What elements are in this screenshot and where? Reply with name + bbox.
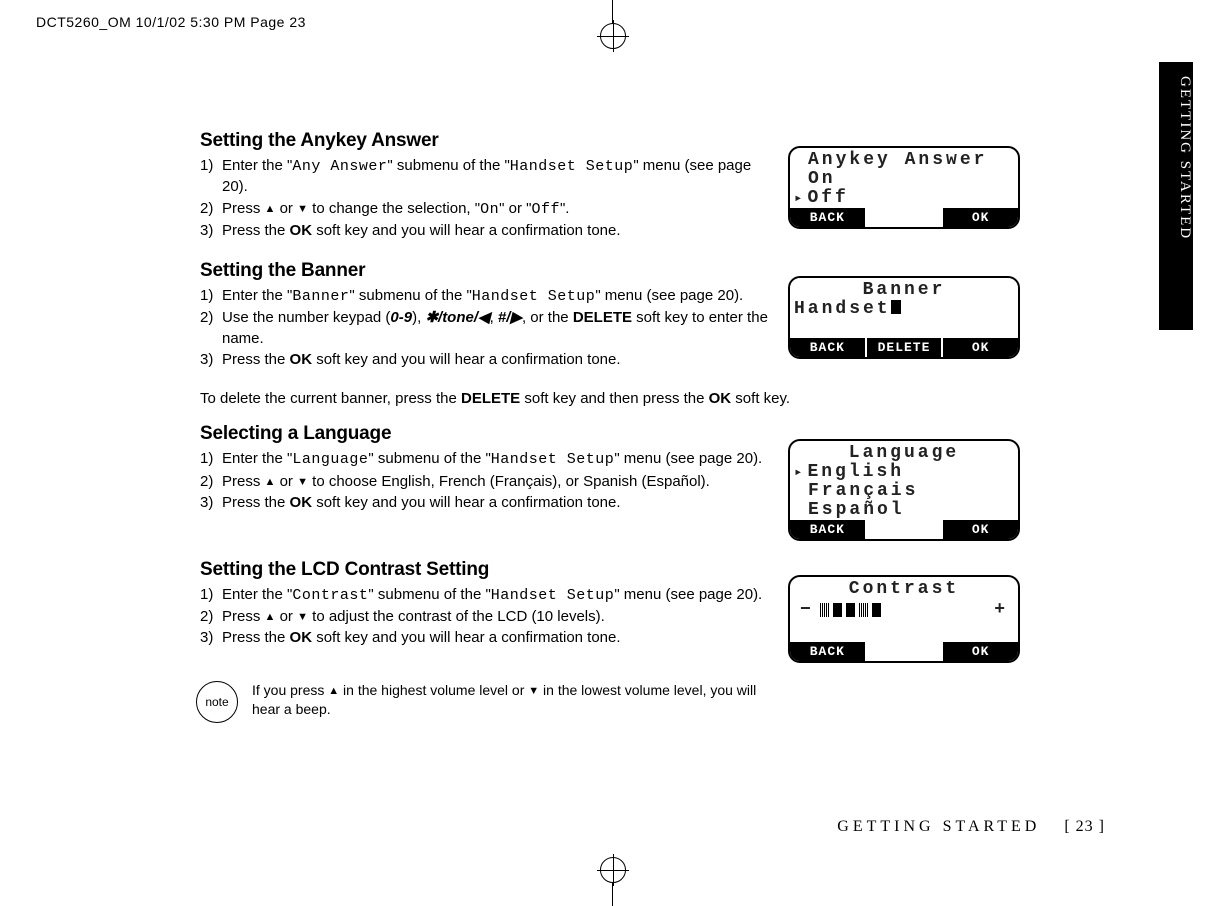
step: 1) Enter the "Any Answer" submenu of the…: [200, 156, 770, 198]
text-cursor-icon: [891, 300, 901, 314]
softkey-back[interactable]: BACK: [790, 642, 867, 661]
softkey-empty: [867, 520, 944, 539]
step: 3) Press the OK soft key and you will he…: [200, 350, 770, 370]
softkey-ok[interactable]: OK: [943, 642, 1018, 661]
crop-mark-bottom: [600, 857, 626, 906]
softkey-back[interactable]: BACK: [790, 208, 867, 227]
step: 1) Enter the "Contrast" submenu of the "…: [200, 585, 770, 606]
step: 3) Press the OK soft key and you will he…: [200, 628, 770, 648]
heading-contrast: Setting the LCD Contrast Setting: [200, 559, 770, 581]
heading-banner: Setting the Banner: [200, 260, 770, 282]
crop-mark-top: [600, 0, 626, 49]
softkey-delete[interactable]: DELETE: [867, 338, 944, 357]
lcd-contrast: Contrast − + BACK OK: [788, 575, 1020, 664]
softkey-ok[interactable]: OK: [943, 520, 1018, 539]
minus-icon: −: [800, 601, 814, 620]
note-icon: note: [196, 681, 238, 723]
step: 2) Press ▲ or ▼ to change the selection,…: [200, 199, 770, 220]
step: 2) Press ▲ or ▼ to choose English, Frenc…: [200, 472, 770, 492]
step: 3) Press the OK soft key and you will he…: [200, 221, 770, 241]
plus-icon: +: [994, 601, 1008, 620]
lcd-banner: Banner Handset BACK DELETE OK: [788, 276, 1020, 359]
step: 3) Press the OK soft key and you will he…: [200, 493, 770, 513]
page-content: Setting the Anykey Answer 1) Enter the "…: [200, 130, 1020, 723]
softkey-empty: [867, 642, 944, 661]
step: 2) Use the number keypad (0-9), ✱/tone/◀…: [200, 308, 770, 349]
lcd-language: Language English Français Español BACK O…: [788, 439, 1020, 541]
page-footer: GETTING STARTED [ 23 ]: [460, 818, 1105, 836]
print-header: DCT5260_OM 10/1/02 5:30 PM Page 23: [36, 14, 306, 30]
side-tab: GETTING STARTED: [1159, 62, 1193, 330]
softkey-back[interactable]: BACK: [790, 338, 867, 357]
step: 1) Enter the "Banner" submenu of the "Ha…: [200, 286, 770, 307]
softkey-empty: [867, 208, 944, 227]
softkey-back[interactable]: BACK: [790, 520, 867, 539]
step: 2) Press ▲ or ▼ to adjust the contrast o…: [200, 607, 770, 627]
softkey-ok[interactable]: OK: [943, 208, 1018, 227]
banner-tail: To delete the current banner, press the …: [200, 389, 1020, 409]
heading-language: Selecting a Language: [200, 423, 770, 445]
contrast-bar: − +: [790, 599, 1018, 624]
step: 1) Enter the "Language" submenu of the "…: [200, 449, 770, 470]
lcd-anykey: Anykey Answer On Off BACK OK: [788, 146, 1020, 229]
softkey-ok[interactable]: OK: [943, 338, 1018, 357]
note: note If you press ▲ in the highest volum…: [200, 681, 1020, 723]
heading-anykey: Setting the Anykey Answer: [200, 130, 770, 152]
